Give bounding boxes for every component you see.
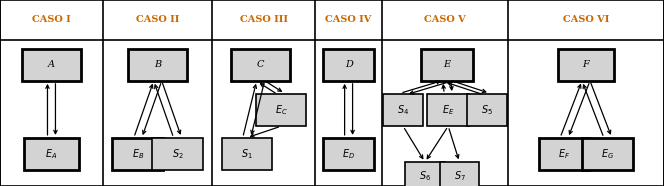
Text: $S_4$: $S_4$ [397,103,409,117]
Text: $S_7$: $S_7$ [454,169,465,183]
Text: CASO VI: CASO VI [563,15,609,25]
Bar [256,94,306,126]
Text: $S_2$: $S_2$ [172,147,183,161]
Bar [405,162,445,186]
Bar [383,94,423,126]
Text: A: A [48,60,55,69]
Bar [558,49,614,81]
Bar [582,138,633,170]
Text: E: E [444,60,450,69]
Text: $S_5$: $S_5$ [481,103,493,117]
Text: CASO II: CASO II [136,15,179,25]
Bar [323,138,374,170]
Text: $E_D$: $E_D$ [342,147,355,161]
Text: D: D [345,60,353,69]
Bar [420,49,473,81]
Bar [129,49,187,81]
Text: $S_1$: $S_1$ [241,147,252,161]
Text: $E_B$: $E_B$ [131,147,144,161]
Bar [152,138,203,170]
Bar [323,49,374,81]
Bar [428,94,469,126]
Bar [24,138,79,170]
Text: CASO I: CASO I [32,15,71,25]
Bar [112,138,163,170]
Text: C: C [257,60,264,69]
Bar [539,138,590,170]
Text: $S_6$: $S_6$ [419,169,431,183]
Text: $E_F$: $E_F$ [558,147,570,161]
Bar [23,49,80,81]
Text: CASO III: CASO III [240,15,288,25]
Text: $E_G$: $E_G$ [602,147,614,161]
Bar [467,94,507,126]
Text: F: F [582,60,590,69]
Text: $E_A$: $E_A$ [45,147,58,161]
Text: CASO IV: CASO IV [325,15,372,25]
Text: CASO V: CASO V [424,15,465,25]
Text: $E_E$: $E_E$ [442,103,454,117]
Bar [222,138,272,170]
Text: B: B [154,60,161,69]
Bar [232,49,290,81]
Text: $E_C$: $E_C$ [275,103,288,117]
Bar [440,162,479,186]
